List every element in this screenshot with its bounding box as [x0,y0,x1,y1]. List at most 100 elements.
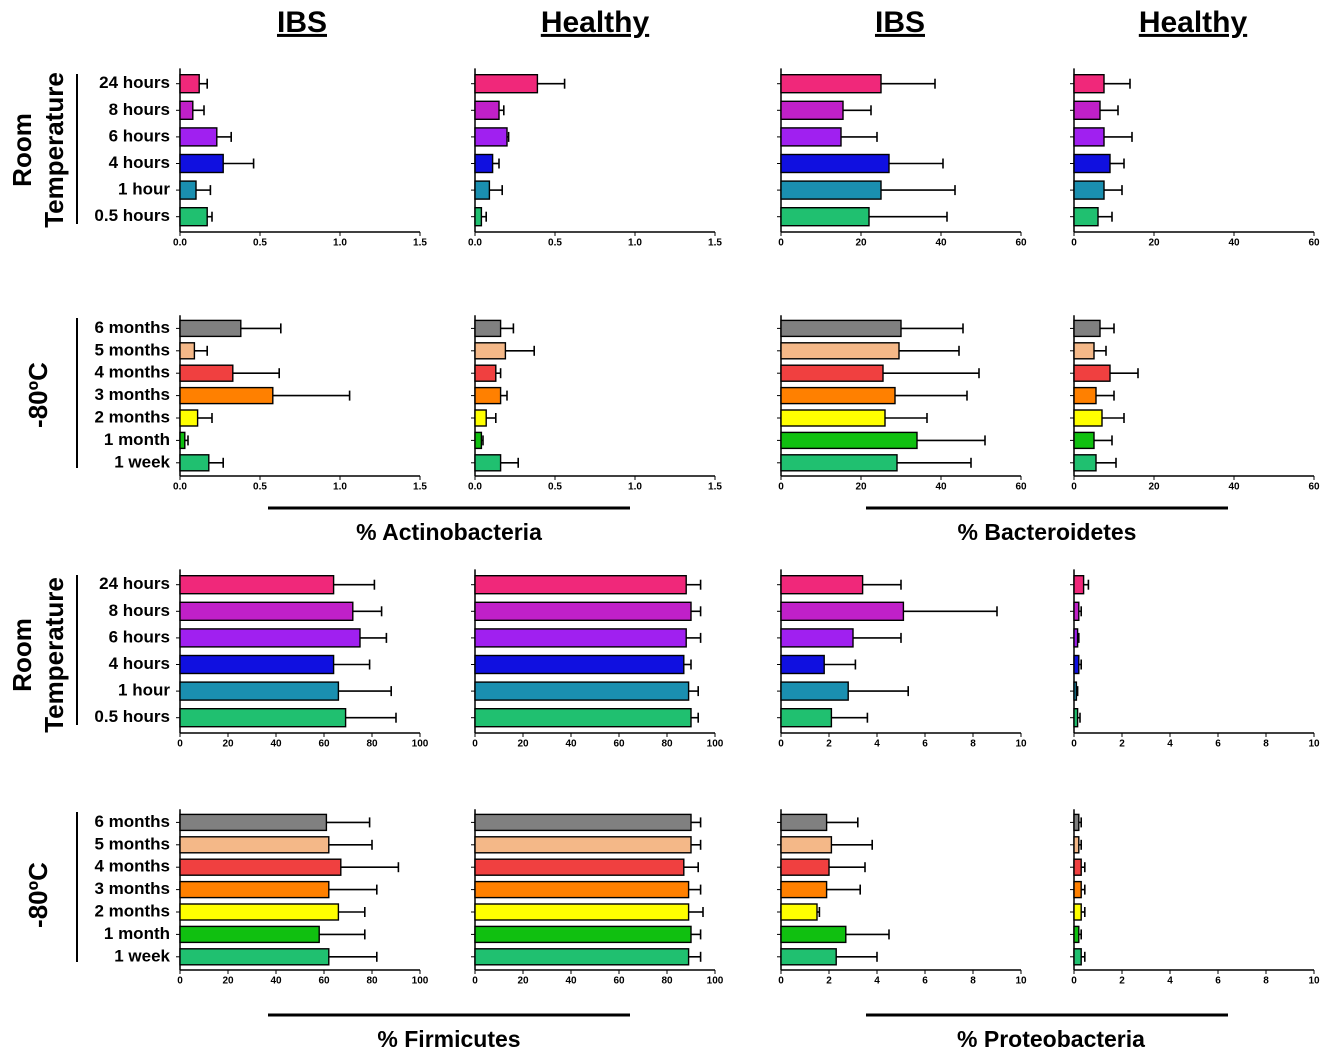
bar [1073,628,1079,648]
bar [780,813,828,832]
phylum-label: % Bacteroidetes [958,519,1137,545]
category-label: 1 hour [118,180,170,199]
bar [1073,813,1080,832]
bar [780,319,902,338]
x-tick-label: 40 [1228,482,1240,493]
bar [179,601,354,621]
x-tick-label: 60 [1308,482,1320,493]
bar [780,454,898,472]
category-label: 5 months [94,340,170,359]
bar [474,858,685,876]
x-tick-label: 20 [517,739,529,750]
bar [780,73,882,94]
x-tick-label: 1.5 [708,482,722,493]
bar [1073,386,1097,405]
bar [780,858,830,876]
bar [1073,601,1080,621]
x-tick-label: 10 [1308,976,1320,987]
bar [474,575,687,595]
bar [1073,858,1082,876]
bar [1073,319,1101,338]
x-tick-label: 4 [874,739,880,750]
bar [780,342,900,360]
bar [179,925,320,944]
category-label: 8 hours [109,100,170,119]
phylum-label: % Proteobacteria [957,1026,1145,1052]
x-tick-label: 8 [1263,739,1269,750]
bar [1073,409,1103,427]
x-tick-label: 4 [1167,976,1173,987]
phylum-label: % Firmicutes [377,1026,520,1052]
bar [780,948,837,966]
x-tick-label: 10 [1308,739,1320,750]
category-label: 0.5 hours [94,206,170,225]
x-tick-label: 40 [270,976,282,987]
x-tick-label: 6 [922,976,928,987]
x-tick-label: 20 [1148,238,1160,249]
x-tick-label: 0 [177,976,183,987]
bar [179,73,200,94]
category-label: 24 hours [99,574,170,593]
x-tick-label: 0 [472,976,478,987]
bar [1073,73,1105,94]
category-label: 6 hours [109,627,170,646]
column-header: IBS [875,6,925,39]
x-tick-label: 2 [1119,976,1125,987]
bar [179,858,342,876]
bar [179,880,330,899]
x-tick-label: 2 [826,739,832,750]
bar [474,73,539,94]
bar [179,153,224,174]
x-tick-label: 6 [1215,739,1221,750]
row-label: -80ºC [23,362,53,428]
category-label: 4 hours [109,153,170,172]
bar [1073,127,1105,147]
x-tick-label: 60 [1015,238,1027,249]
bar [1073,342,1095,360]
bar [179,454,210,472]
bar [179,813,328,832]
bar [179,708,347,728]
x-tick-label: 0 [1071,976,1077,987]
bar [780,681,849,701]
category-label: 1 hour [118,681,170,700]
x-tick-label: 0 [472,739,478,750]
row-label: Temperature [39,72,69,228]
bar [780,409,886,427]
x-tick-label: 0.5 [253,238,267,249]
x-tick-label: 1.5 [413,482,427,493]
bar [780,364,884,382]
bar [474,153,494,174]
bar [1073,206,1099,227]
category-label: 6 months [94,318,170,337]
x-tick-label: 0 [778,482,784,493]
bar [179,431,186,450]
bar [1073,654,1080,675]
x-tick-label: 6 [922,739,928,750]
x-tick-label: 80 [661,976,673,987]
x-tick-label: 40 [935,482,947,493]
category-label: 1 month [104,924,170,943]
x-tick-label: 40 [565,739,577,750]
x-tick-label: 100 [707,976,724,987]
x-tick-label: 1.0 [628,482,642,493]
x-tick-label: 40 [565,976,577,987]
bar [1073,836,1080,854]
x-tick-label: 6 [1215,976,1221,987]
bar [1073,364,1111,382]
bar [780,708,833,728]
x-tick-label: 1.0 [333,238,347,249]
bar [1073,100,1101,121]
x-tick-label: 0.0 [468,238,482,249]
bar [179,681,340,701]
category-label: 1 week [114,946,170,965]
x-tick-label: 100 [412,739,429,750]
x-tick-label: 20 [222,976,234,987]
x-tick-label: 20 [855,482,867,493]
category-label: 6 hours [109,126,170,145]
bar [1073,948,1082,966]
x-tick-label: 1.5 [413,238,427,249]
x-tick-label: 100 [707,739,724,750]
bar [1073,880,1082,899]
